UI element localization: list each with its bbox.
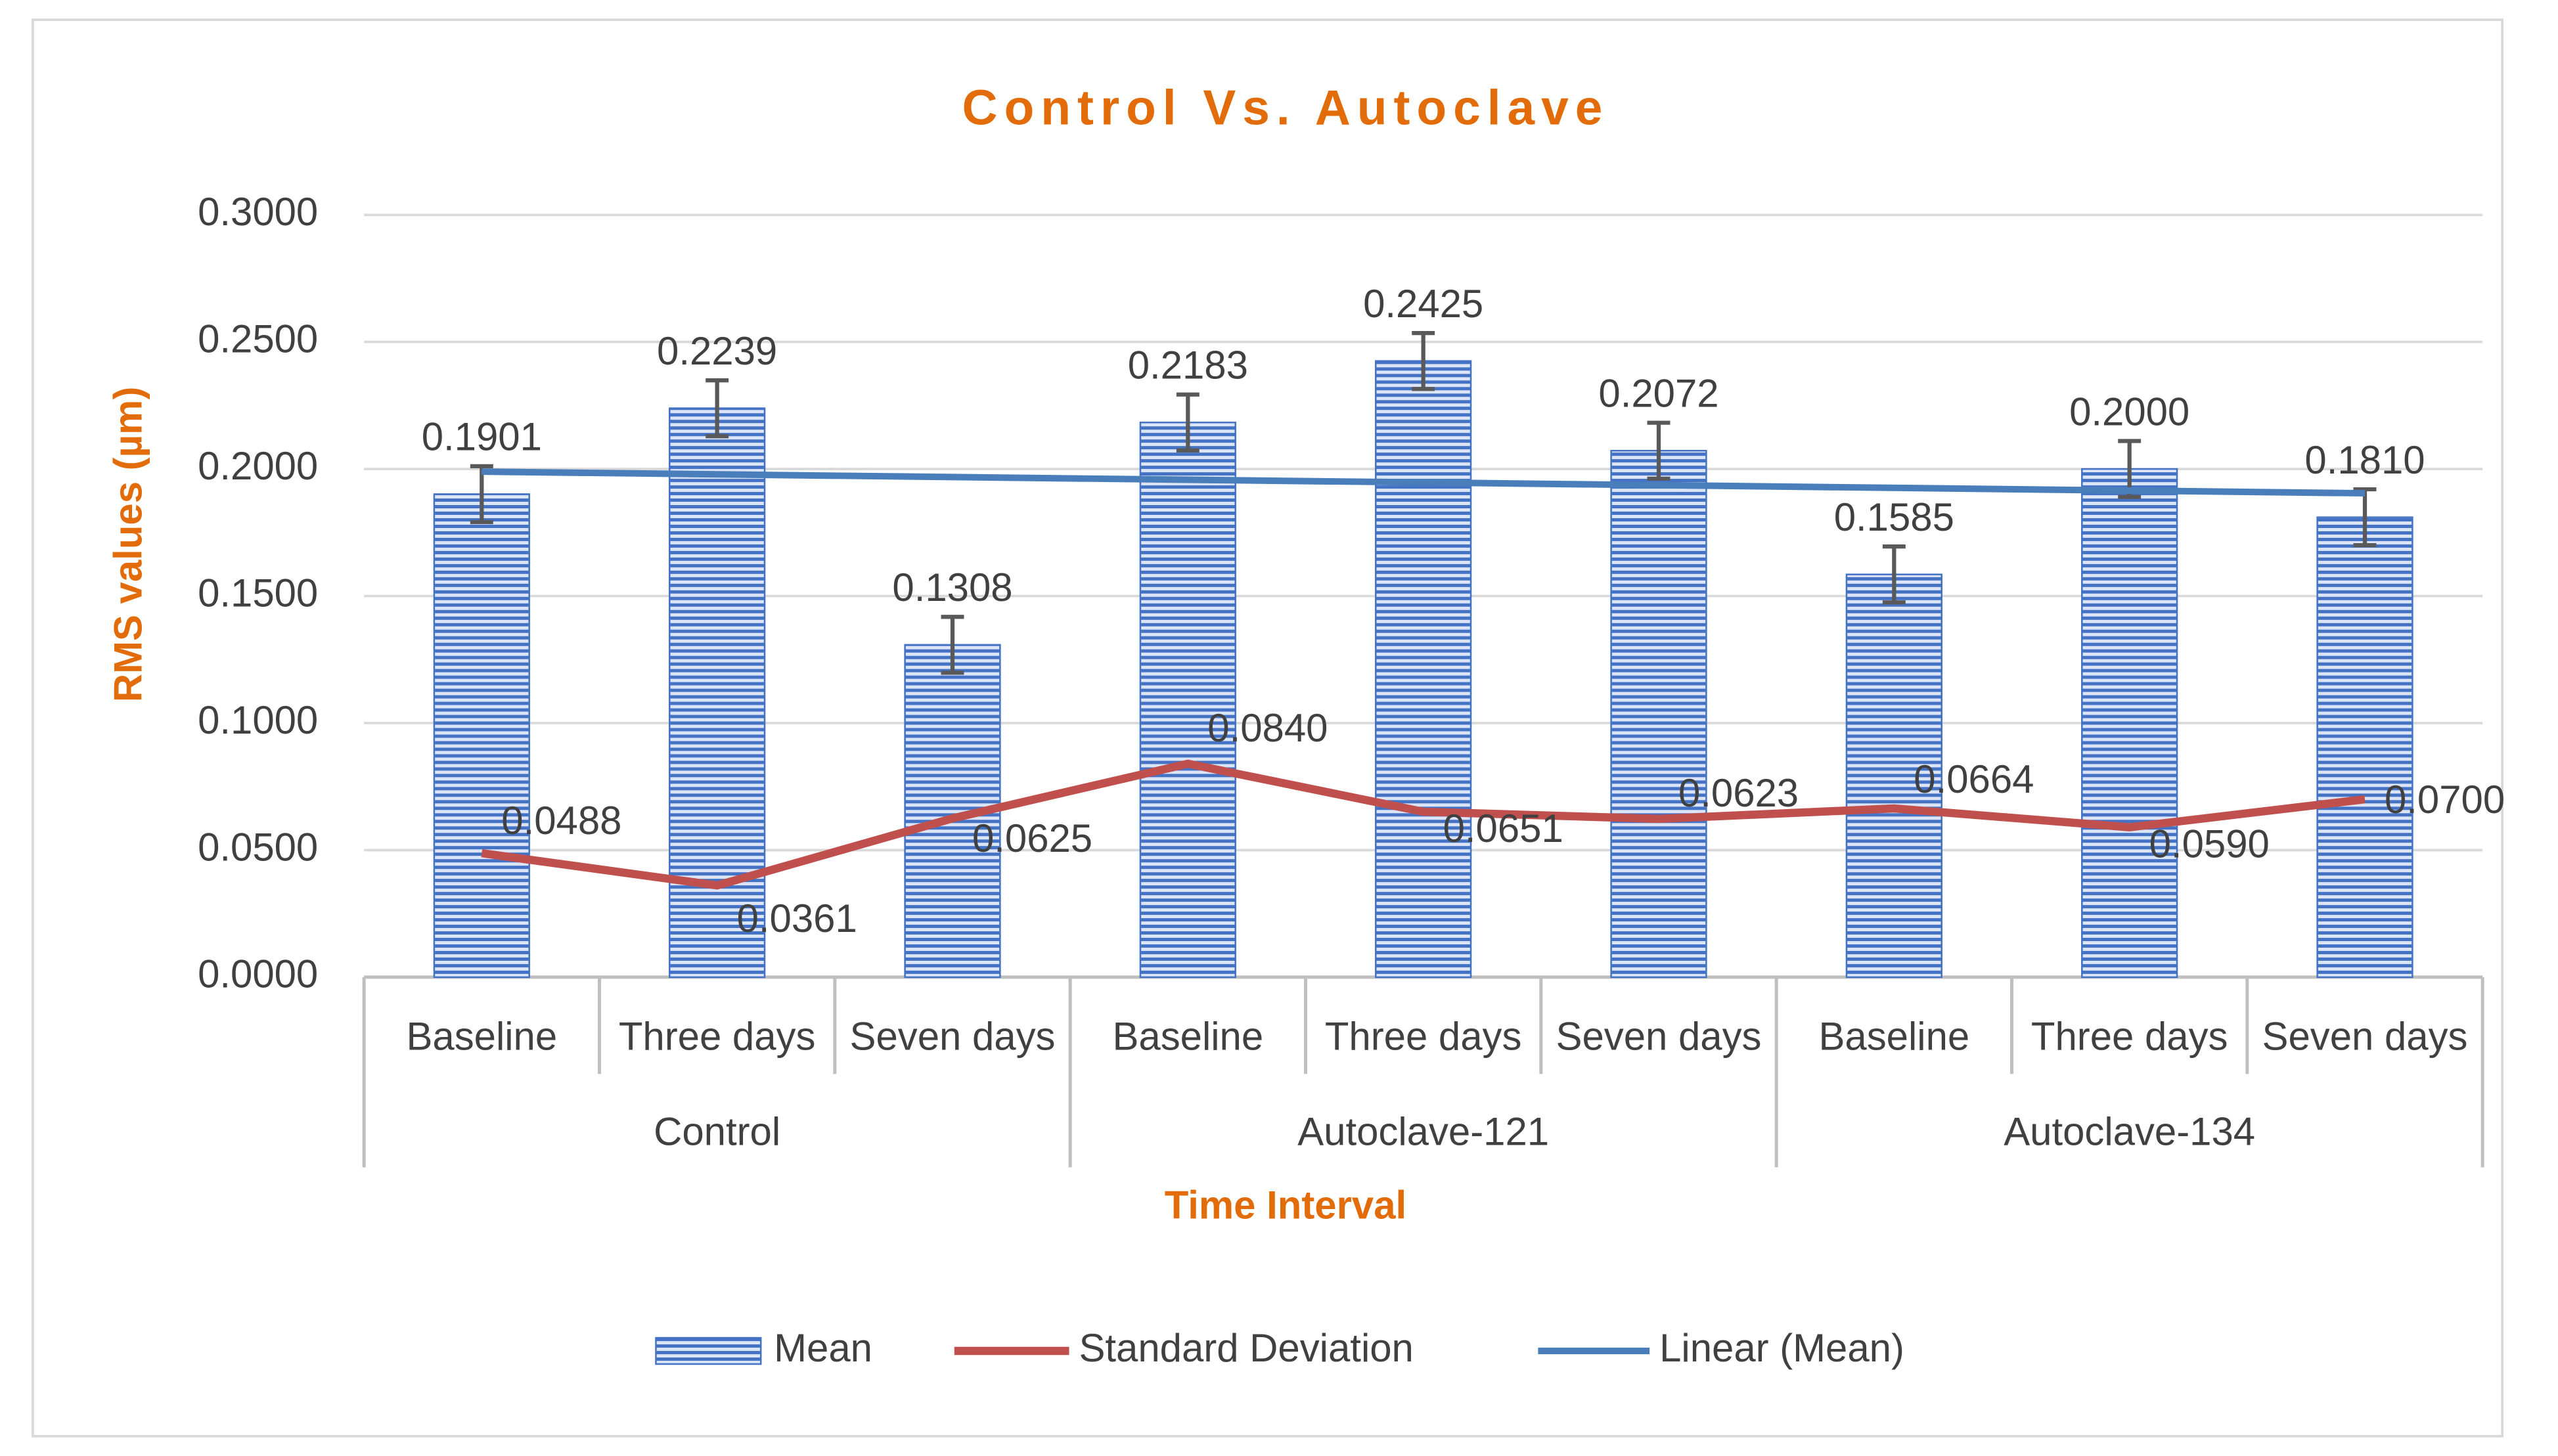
bar: [1375, 360, 1472, 979]
data-label: 0.2072: [1598, 372, 1718, 416]
y-tick-label: 0.3000: [198, 190, 318, 234]
x-tick-label: Seven days: [850, 1015, 1056, 1059]
x-tick-label: Baseline: [1818, 1015, 1969, 1059]
trendline: [482, 468, 2366, 497]
group-label: Autoclave-134: [2004, 1109, 2255, 1153]
bar: [1610, 450, 1707, 979]
bar: [433, 493, 530, 979]
data-label: 0.2183: [1128, 343, 1248, 387]
x-tick-label: Baseline: [406, 1015, 557, 1059]
error-bar: [2353, 487, 2377, 548]
y-tick-label: 0.1000: [198, 698, 318, 742]
data-label: 0.0651: [1443, 806, 1563, 850]
data-label: 0.2239: [657, 329, 777, 373]
x-axis-label: Time Interval: [1165, 1183, 1406, 1227]
sd-line: [481, 759, 2366, 890]
error-bar: [1647, 420, 1671, 481]
x-tick-label: Three days: [619, 1015, 816, 1059]
legend-swatch: [655, 1336, 762, 1365]
data-label: 0.0700: [2385, 778, 2505, 822]
data-label: 0.0664: [1914, 757, 2034, 801]
data-label: 0.0488: [501, 799, 621, 843]
data-label: 0.2000: [2069, 389, 2189, 433]
legend-label: Standard Deviation: [1079, 1326, 1413, 1370]
x-tick-label: Seven days: [1556, 1015, 1762, 1059]
data-label: 0.1308: [892, 565, 1012, 609]
data-label: 0.2425: [1363, 282, 1483, 326]
error-bar: [470, 464, 493, 525]
x-tick-label: Three days: [2031, 1015, 2228, 1059]
bar: [1139, 422, 1236, 979]
bar: [669, 407, 766, 979]
error-bar: [1176, 392, 1200, 452]
y-tick-label: 0.2500: [198, 317, 318, 361]
bar: [2316, 516, 2413, 979]
y-tick-label: 0.0500: [198, 825, 318, 869]
y-tick-label: 0.1500: [198, 571, 318, 615]
group-label: Autoclave-121: [1297, 1109, 1549, 1153]
data-label: 0.0625: [972, 816, 1092, 860]
data-label: 0.0840: [1207, 706, 1328, 750]
y-tick-label: 0.2000: [198, 444, 318, 488]
group-label: Control: [654, 1109, 780, 1153]
error-bar: [941, 615, 964, 675]
x-tick-label: Baseline: [1112, 1015, 1263, 1059]
data-label: 0.0623: [1678, 771, 1799, 815]
x-tick-label: Seven days: [2262, 1015, 2468, 1059]
legend-label: Mean: [774, 1326, 872, 1370]
data-label: 0.0361: [737, 896, 857, 940]
data-label: 0.0590: [2149, 822, 2270, 866]
y-axis-label: RMS values (µm): [106, 387, 150, 702]
data-label: 0.1810: [2304, 438, 2425, 482]
chart-title: Control Vs. Autoclave: [962, 80, 1609, 135]
legend-label: Linear (Mean): [1659, 1326, 1904, 1370]
error-bar: [706, 378, 729, 439]
data-label: 0.1585: [1834, 495, 1954, 539]
y-tick-label: 0.0000: [198, 952, 318, 996]
bar: [2081, 468, 2178, 979]
data-label: 0.1901: [422, 415, 542, 459]
x-tick-label: Three days: [1325, 1015, 1522, 1059]
error-bar: [1882, 544, 1906, 605]
error-bar: [1412, 330, 1435, 391]
